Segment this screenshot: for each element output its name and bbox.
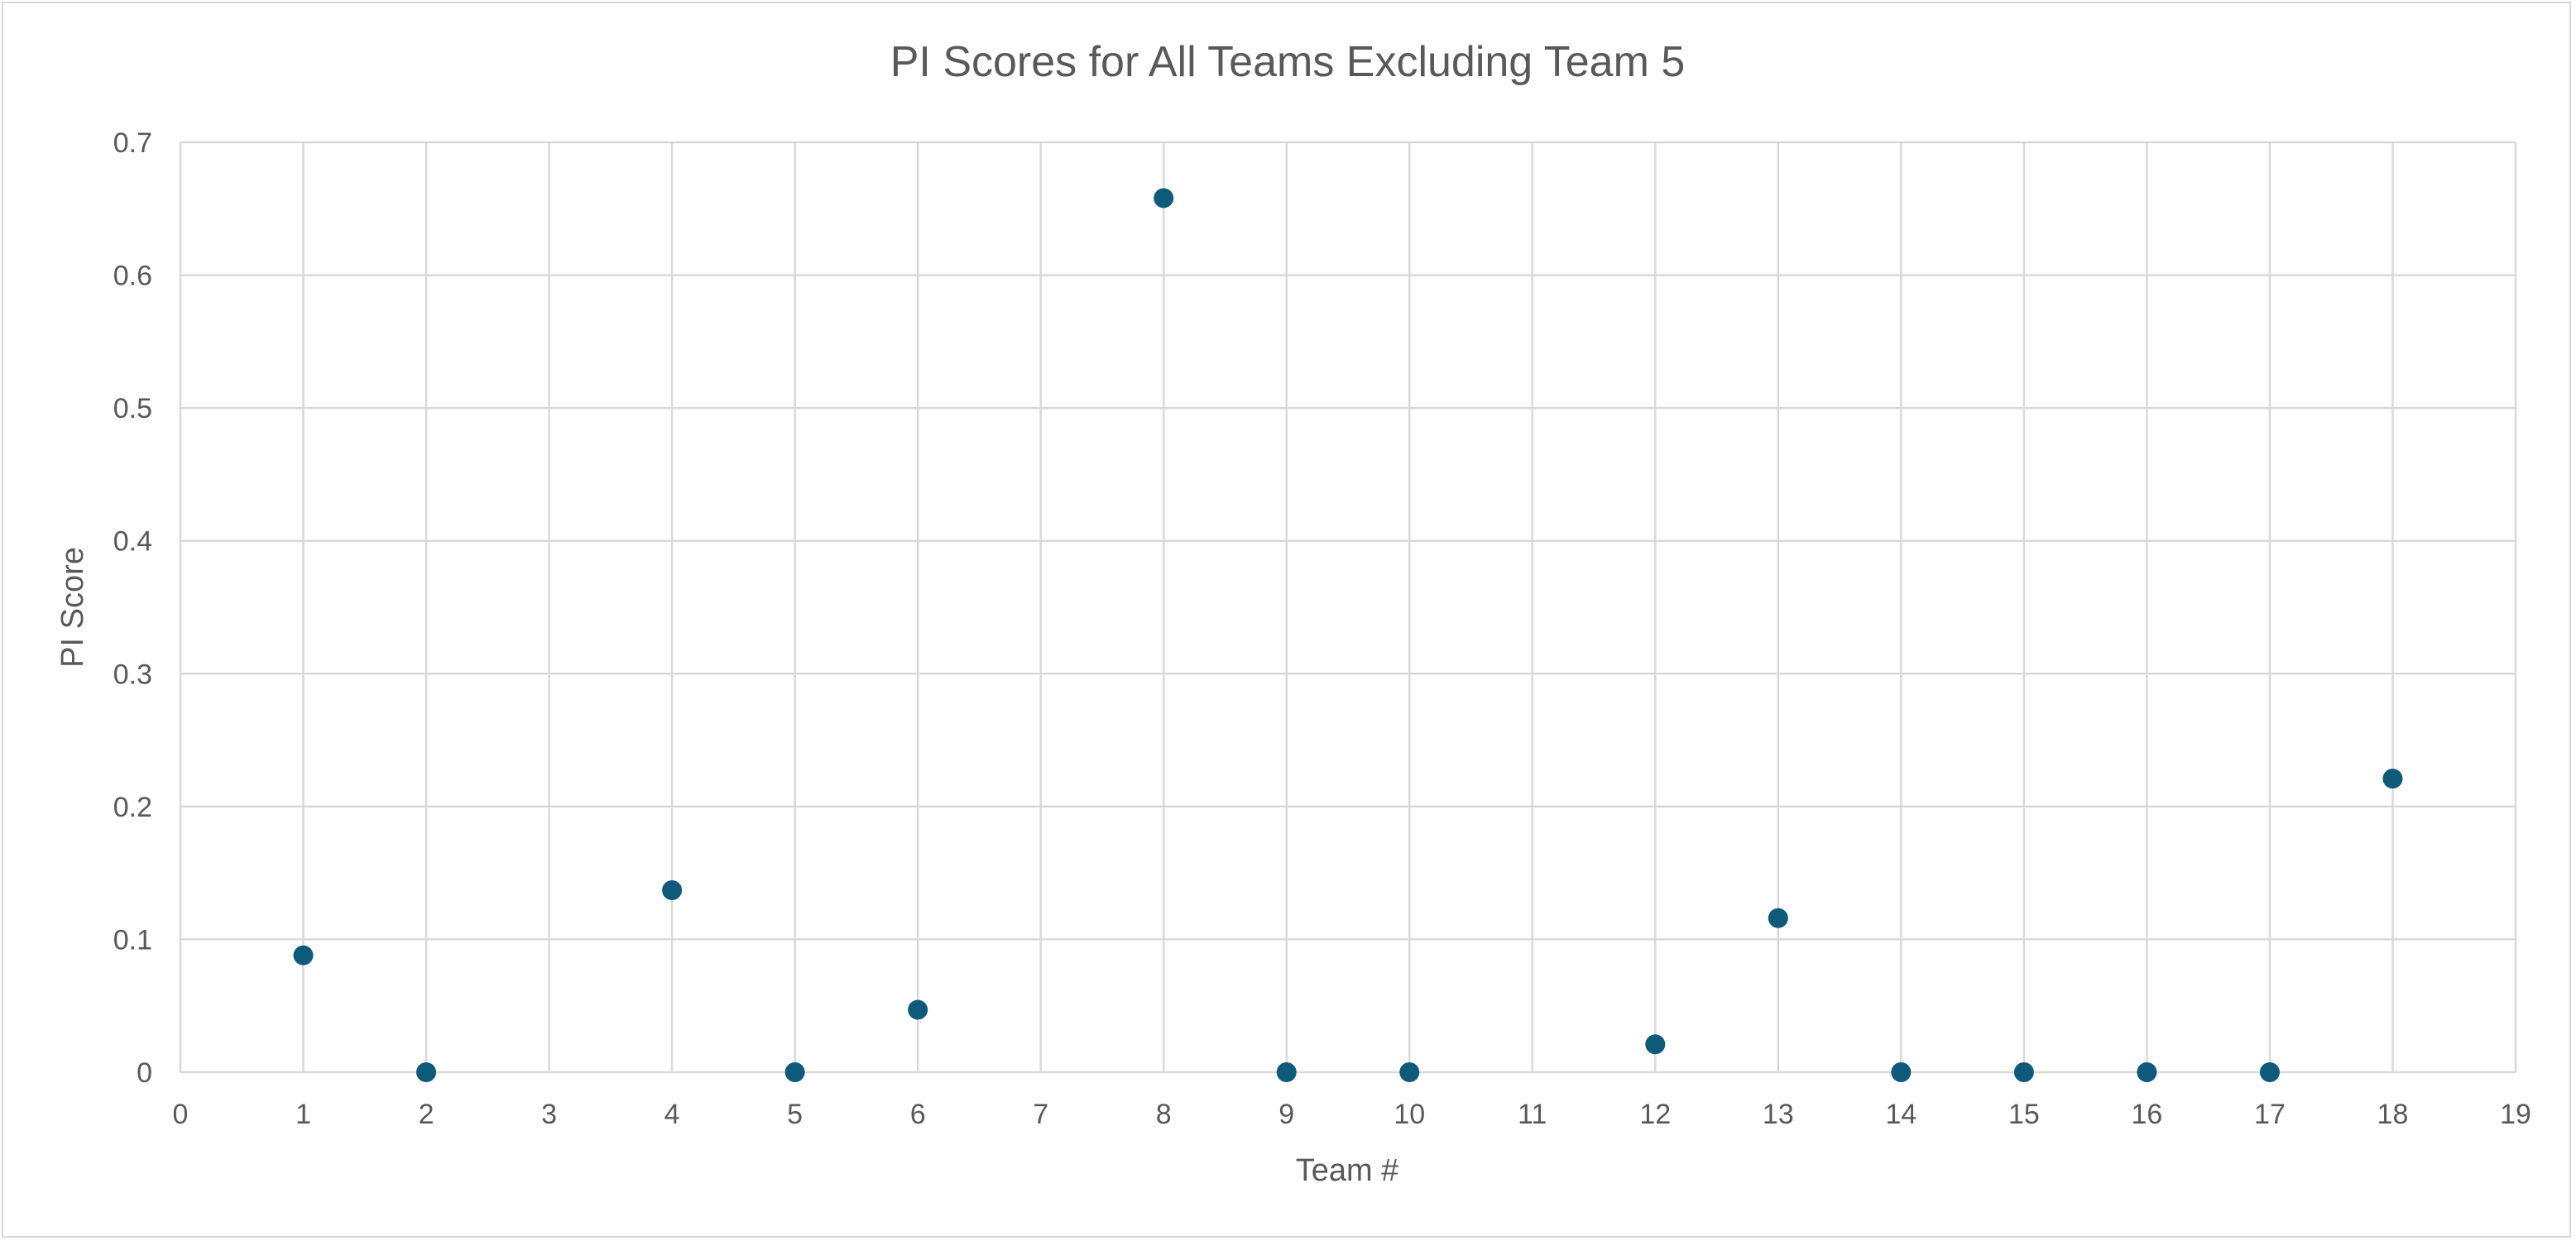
data-points <box>293 188 2403 1082</box>
chart-title: PI Scores for All Teams Excluding Team 5 <box>890 38 1686 86</box>
x-tick-label: 1 <box>295 1099 311 1130</box>
x-tick-label: 15 <box>2008 1099 2040 1130</box>
x-tick-labels: 0 1 2 3 4 5 6 7 8 9 10 11 12 13 14 15 16 17 18 19 <box>173 1099 2531 1130</box>
data-point <box>662 880 683 901</box>
data-point <box>1891 1062 1912 1082</box>
data-point <box>1154 188 1174 208</box>
x-tick-label: 0 <box>173 1099 189 1130</box>
x-tick-label: 18 <box>2377 1099 2409 1130</box>
y-tick-label: 0.4 <box>113 526 152 558</box>
data-point <box>784 1062 805 1082</box>
y-tick-labels: 0 0.1 0.2 0.3 0.4 0.5 0.6 0.7 <box>113 127 152 1089</box>
x-tick-label: 17 <box>2254 1099 2286 1130</box>
data-point <box>908 999 928 1020</box>
x-axis-title: Team # <box>1296 1153 1399 1188</box>
y-tick-label: 0.6 <box>113 261 152 292</box>
x-tick-label: 12 <box>1639 1099 1671 1130</box>
data-point <box>2382 769 2403 789</box>
data-point <box>1276 1062 1297 1082</box>
data-point <box>2013 1062 2034 1082</box>
x-tick-label: 10 <box>1394 1099 1425 1130</box>
x-tick-label: 19 <box>2500 1099 2531 1130</box>
y-tick-label: 0.5 <box>113 393 152 424</box>
y-tick-label: 0 <box>137 1057 152 1089</box>
data-point <box>2137 1062 2157 1082</box>
x-tick-label: 6 <box>910 1099 926 1130</box>
data-point <box>1645 1034 1666 1055</box>
x-tick-label: 4 <box>664 1099 680 1130</box>
x-tick-label: 5 <box>787 1099 803 1130</box>
gridlines <box>179 141 2517 1074</box>
x-tick-label: 3 <box>541 1099 557 1130</box>
y-tick-label: 0.2 <box>113 792 152 823</box>
x-tick-label: 8 <box>1156 1099 1172 1130</box>
y-tick-label: 0.7 <box>113 127 152 159</box>
x-tick-label: 14 <box>1885 1099 1916 1130</box>
data-point <box>416 1062 437 1082</box>
x-tick-label: 13 <box>1763 1099 1794 1130</box>
y-tick-label: 0.1 <box>113 924 152 956</box>
data-point <box>2259 1062 2280 1082</box>
data-point <box>1399 1062 1420 1082</box>
y-tick-label: 0.3 <box>113 659 152 690</box>
x-tick-label: 11 <box>1518 1099 1547 1130</box>
x-tick-label: 7 <box>1033 1099 1048 1130</box>
y-axis-title: PI Score <box>55 547 90 668</box>
x-tick-label: 2 <box>419 1099 434 1130</box>
data-point <box>293 945 314 965</box>
x-tick-label: 9 <box>1278 1099 1294 1130</box>
data-point <box>1768 908 1788 928</box>
x-tick-label: 16 <box>2132 1099 2163 1130</box>
